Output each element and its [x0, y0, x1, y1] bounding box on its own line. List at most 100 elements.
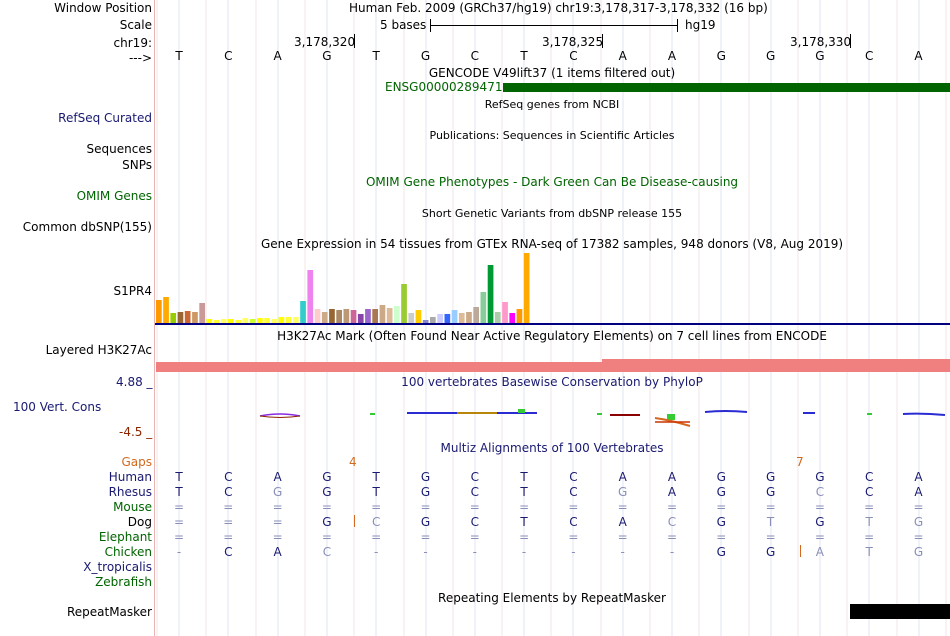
publications-track-label[interactable]: Sequences — [86, 142, 152, 156]
gtex-tissue-bar[interactable] — [458, 313, 465, 323]
gtex-tissue-bar[interactable] — [264, 318, 270, 323]
window-position-text[interactable]: Human Feb. 2009 (GRCh37/hg19) chr19:3,17… — [349, 1, 768, 15]
species-label[interactable]: Dog — [127, 515, 152, 529]
gtex-tissue-bar[interactable] — [451, 310, 458, 323]
gtex-tissue-bar[interactable] — [271, 319, 278, 323]
gtex-tissue-bar[interactable] — [235, 320, 241, 323]
alignment-base: = — [568, 530, 579, 544]
species-label[interactable]: Elephant — [98, 530, 152, 544]
gtex-tissue-bar[interactable] — [242, 318, 249, 323]
omim-track-label[interactable]: OMIM Genes — [76, 189, 152, 203]
gtex-tissue-bar[interactable] — [509, 313, 516, 323]
gtex-tissue-bar[interactable] — [437, 314, 443, 323]
dbsnp-track-label[interactable]: Common dbSNP(155) — [22, 220, 152, 234]
alignment-base: = — [568, 500, 579, 514]
gtex-tissue-bar[interactable] — [170, 313, 177, 323]
species-label[interactable]: Chicken — [104, 545, 152, 559]
gtex-tissue-bar[interactable] — [502, 302, 508, 323]
gtex-tissue-bar[interactable] — [314, 309, 321, 323]
species-label[interactable]: Mouse — [113, 500, 152, 514]
alignment-base: G — [420, 515, 431, 529]
gtex-tissue-bar[interactable] — [285, 317, 292, 323]
gtex-tissue-bar[interactable] — [249, 319, 256, 323]
species-label[interactable]: Zebrafish — [95, 575, 152, 589]
multiz-track-title[interactable]: Multiz Alignments of 100 Vertebrates — [440, 441, 664, 455]
publications-track-title[interactable]: Publications: Sequences in Scientific Ar… — [429, 129, 675, 142]
gtex-tissue-bar[interactable] — [422, 320, 429, 323]
gtex-tissue-bar[interactable] — [156, 300, 162, 323]
repeatmasker-track-label[interactable]: RepeatMasker — [66, 605, 152, 619]
gtex-tissue-bar[interactable] — [430, 317, 436, 323]
gtex-tissue-bar[interactable] — [293, 317, 299, 323]
dbsnp-track-title[interactable]: Short Genetic Variants from dbSNP releas… — [421, 207, 683, 220]
repeatmasker-track-title[interactable]: Repeating Elements by RepeatMasker — [438, 591, 666, 605]
gtex-tissue-bar[interactable] — [177, 312, 184, 323]
gtex-tissue-bar[interactable] — [357, 314, 364, 323]
snps-track-label[interactable]: SNPs — [122, 158, 152, 172]
gtex-tissue-bar[interactable] — [516, 309, 523, 323]
alignment-base: A — [273, 545, 282, 559]
gencode-gene-feature[interactable] — [503, 83, 950, 92]
gtex-tissue-bar[interactable] — [365, 309, 371, 323]
gtex-tissue-bar[interactable] — [401, 284, 407, 323]
gtex-tissue-bar[interactable] — [415, 310, 422, 323]
gtex-tissue-bar[interactable] — [494, 312, 501, 323]
reference-base: T — [175, 49, 183, 63]
species-label[interactable]: Rhesus — [108, 485, 152, 499]
conservation-wiggle[interactable] — [155, 404, 950, 432]
h3k27ac-track-label[interactable]: Layered H3K27Ac — [45, 343, 152, 357]
gtex-tissue-bar[interactable] — [473, 307, 479, 323]
gtex-tissue-bar[interactable] — [206, 319, 213, 323]
gtex-tissue-bar[interactable] — [307, 270, 314, 323]
omim-track-title[interactable]: OMIM Gene Phenotypes - Dark Green Can Be… — [365, 175, 739, 189]
gtex-tissue-bar[interactable] — [487, 265, 494, 323]
repeatmasker-element[interactable] — [850, 604, 950, 619]
gtex-tissue-bar[interactable] — [480, 292, 487, 323]
gtex-track-title[interactable]: Gene Expression in 54 tissues from GTEx … — [260, 237, 844, 251]
gtex-tissue-bar[interactable] — [300, 301, 306, 323]
alignment-base: A — [667, 485, 677, 499]
gtex-tissue-bar[interactable] — [372, 309, 378, 323]
gtex-tissue-bar[interactable] — [394, 306, 400, 323]
gtex-tissue-bar[interactable] — [163, 297, 169, 323]
h3k27ac-signal[interactable] — [156, 362, 950, 372]
gtex-tissue-bar[interactable] — [466, 312, 472, 323]
gtex-tissue-bar[interactable] — [278, 317, 285, 323]
gtex-tissue-bar[interactable] — [336, 310, 342, 323]
alignment-base: - — [571, 545, 576, 559]
gtex-tissue-bar[interactable] — [350, 310, 357, 323]
gencode-track-title[interactable]: GENCODE V49lift37 (1 items filtered out) — [428, 66, 676, 80]
gencode-item-name[interactable]: ENSG00000289471 — [385, 80, 503, 94]
gtex-tissue-bar[interactable] — [386, 308, 393, 323]
gtex-tissue-bar[interactable] — [228, 319, 234, 323]
refseq-track-label[interactable]: RefSeq Curated — [58, 111, 152, 125]
alignment-base: G — [322, 515, 332, 529]
gtex-tissue-bar[interactable] — [379, 305, 386, 323]
refseq-track-title[interactable]: RefSeq genes from NCBI — [484, 98, 620, 111]
species-label[interactable]: X_tropicalis — [83, 560, 152, 574]
scale-bar-left-tick — [430, 19, 431, 32]
gtex-tissue-bar[interactable] — [329, 309, 335, 323]
gtex-tissue-bar[interactable] — [192, 312, 198, 323]
gtex-expression-chart[interactable] — [155, 250, 950, 328]
alignment-base: = — [765, 530, 776, 544]
gtex-tissue-bar[interactable] — [220, 319, 227, 323]
gtex-tissue-bar[interactable] — [523, 253, 530, 323]
gtex-tissue-bar[interactable] — [184, 311, 191, 323]
gtex-tissue-bar[interactable] — [343, 309, 350, 323]
position-tick — [850, 34, 851, 48]
gtex-tissue-bar[interactable] — [257, 318, 263, 323]
position-tick — [354, 34, 355, 48]
gtex-tissue-bar[interactable] — [444, 314, 451, 323]
species-label[interactable]: Human — [108, 470, 152, 484]
conservation-track-label[interactable]: 100 Vert. Cons — [13, 400, 102, 414]
gtex-gene-label[interactable]: S1PR4 — [113, 284, 152, 298]
gtex-tissue-bar[interactable] — [199, 303, 205, 323]
cons-wiggle-segment — [259, 413, 301, 417]
conservation-track-title[interactable]: 100 vertebrates Basewise Conservation by… — [401, 375, 703, 389]
gtex-tissue-bar[interactable] — [321, 312, 328, 323]
scale-bar — [430, 25, 678, 26]
gtex-tissue-bar[interactable] — [213, 320, 220, 323]
h3k27ac-track-title[interactable]: H3K27Ac Mark (Often Found Near Active Re… — [277, 329, 827, 343]
gtex-tissue-bar[interactable] — [408, 313, 415, 323]
